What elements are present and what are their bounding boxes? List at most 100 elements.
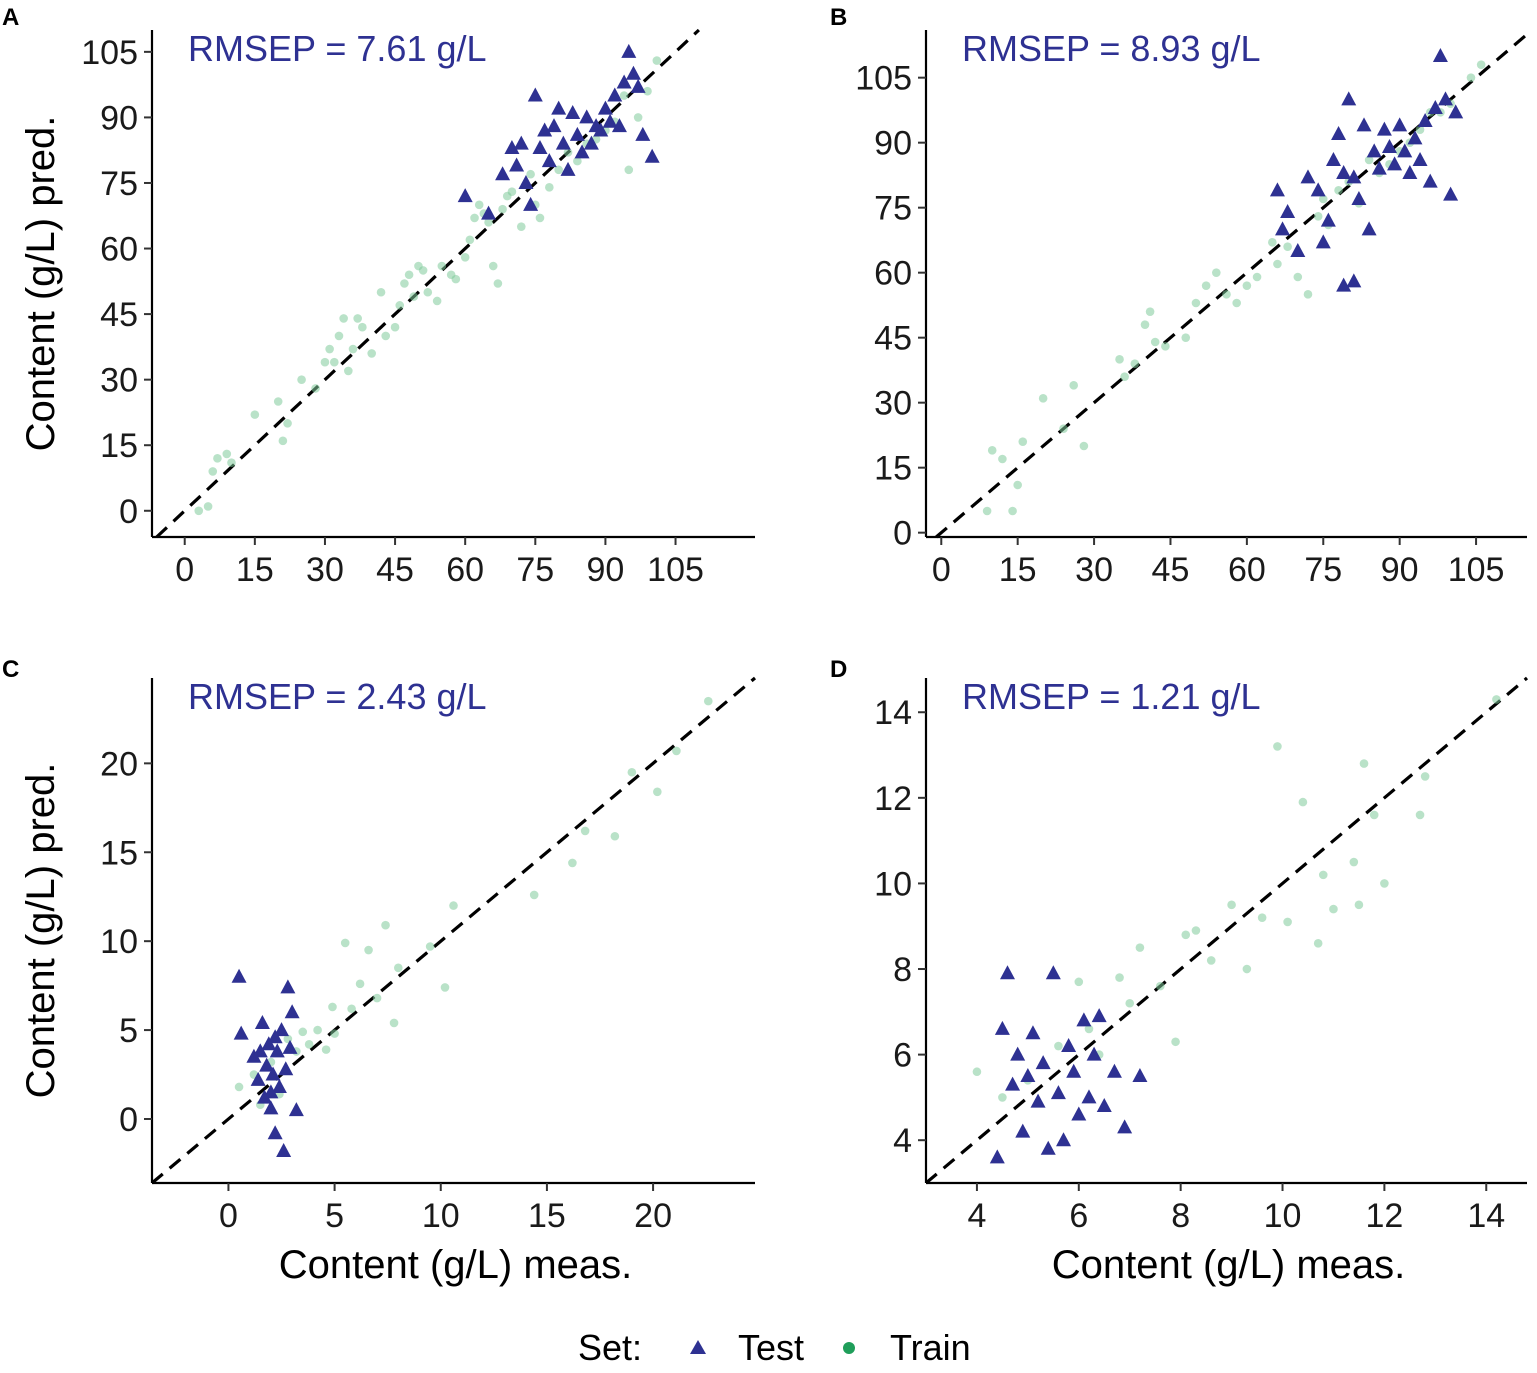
panel-a-x-tick-label: 75 xyxy=(516,551,554,589)
panel-b-train-point xyxy=(1201,281,1211,290)
panel-c-x-tick-label: 0 xyxy=(219,1197,238,1235)
panel-a-train-point xyxy=(334,331,344,341)
panel-b-test-point xyxy=(1417,113,1433,127)
panel-c-train-point xyxy=(372,993,382,1003)
panel-b-letter: B xyxy=(830,4,847,31)
panel-d-test-point xyxy=(1091,1008,1107,1023)
panel-b-test-point xyxy=(1320,212,1336,227)
panel-c-y-tick-label: 5 xyxy=(119,1012,138,1050)
panel-c-y-axis-title: Content (g/L) pred. xyxy=(19,763,63,1099)
panel-b-train-point xyxy=(1476,60,1486,69)
panel-b-test-point xyxy=(1432,48,1448,62)
panel-b-test-point xyxy=(1438,91,1454,106)
panel-a-train-point xyxy=(563,148,573,157)
panel-b-y-tick-label: 0 xyxy=(893,515,912,553)
panel-a-x-tick-label: 0 xyxy=(175,551,194,589)
panel-d-train-point xyxy=(1135,943,1145,952)
panel-d-train-point xyxy=(1349,857,1359,867)
panel-c-test-point xyxy=(288,1102,304,1117)
panel-c-train-point xyxy=(330,1029,339,1038)
panel-b-train-point xyxy=(1161,342,1170,351)
panel-a-train-point xyxy=(390,322,400,332)
panel-d-test-point xyxy=(999,965,1015,980)
panel-a-test-point xyxy=(602,113,618,128)
panel-d-train-point xyxy=(1359,759,1369,768)
panel-d-train-point xyxy=(1354,900,1364,910)
panel-c-train-point xyxy=(340,938,350,948)
panel-b-train-point xyxy=(1145,307,1155,316)
panel-d-train-point xyxy=(1191,926,1201,935)
panel-d-train-point xyxy=(1181,930,1191,940)
panel-d-train-point xyxy=(1257,913,1267,922)
panel-b-test-point xyxy=(1336,165,1352,179)
panel-a-x-tick-label: 90 xyxy=(587,551,625,589)
panel-d-letter: D xyxy=(830,656,847,683)
panel-a-train-point xyxy=(358,322,367,332)
panel-a-train-point xyxy=(545,183,554,192)
panel-b-test-point xyxy=(1376,121,1392,136)
panel-c-test-point xyxy=(269,1043,285,1058)
panel-b-train-point xyxy=(1038,394,1048,403)
legend-train-marker xyxy=(843,1342,855,1354)
panel-c-test-point xyxy=(265,1066,281,1081)
panel-a-train-point xyxy=(367,349,376,358)
panel-d-test-point xyxy=(1045,965,1061,980)
panel-a-test-point xyxy=(611,118,627,133)
panel-c-train-point xyxy=(440,983,450,992)
panel-b-x-tick-label: 15 xyxy=(999,551,1037,589)
panel-b-train-point xyxy=(1079,441,1089,451)
panel-b-test-point xyxy=(1290,243,1306,257)
panel-b-train-point xyxy=(1059,424,1068,433)
panel-b-train-point xyxy=(1364,155,1374,165)
panel-d-train-point xyxy=(1415,810,1425,820)
panel-c-test-point xyxy=(263,1084,279,1099)
panel-a-y-tick-label: 45 xyxy=(100,296,138,334)
panel-a-rmsep-annotation: RMSEP = 7.61 g/L xyxy=(188,28,487,69)
panel-d-test-point xyxy=(1056,1132,1072,1147)
panel-c-test-point xyxy=(267,1029,283,1044)
panel-b-train-point xyxy=(998,454,1007,464)
panel-c-train-point xyxy=(425,942,435,951)
panel-d-train-point xyxy=(1273,742,1282,751)
panel-a-test-point xyxy=(457,188,473,203)
panel-c-test-point xyxy=(276,1142,292,1157)
panel-b-train-point xyxy=(1303,290,1313,299)
panel-d-test-point xyxy=(1086,1046,1102,1061)
panel-c-train-point xyxy=(703,696,713,706)
panel-d-train-point xyxy=(1084,1024,1094,1034)
panel-a-train-point xyxy=(437,261,447,271)
panel-c-train-point xyxy=(304,1040,314,1049)
panel-b-test-point xyxy=(1422,173,1438,188)
panel-a-train-point xyxy=(297,375,306,384)
panel-b-x-tick-label: 60 xyxy=(1228,551,1266,589)
panel-b-train-point xyxy=(982,506,992,516)
panel-c-test-point xyxy=(284,1004,300,1019)
panel-a-test-point xyxy=(523,196,539,211)
panel-a-train-point xyxy=(633,113,643,122)
panel-a-train-point xyxy=(516,222,526,231)
panel-b-train-point xyxy=(1130,359,1140,368)
panel-c-y-tick-label: 15 xyxy=(100,834,138,872)
panel-c-test-point xyxy=(280,979,296,994)
panel-b-train-point xyxy=(1242,281,1252,290)
panel-a-train-point xyxy=(404,270,414,280)
panel-b-test-point xyxy=(1387,156,1403,171)
panel-d-test-point xyxy=(1010,1046,1026,1061)
panel-a-test-point xyxy=(560,161,576,176)
panel-a-x-tick-label: 30 xyxy=(306,551,344,589)
panel-c-x-axis-title: Content (g/L) meas. xyxy=(279,1243,633,1287)
panel-a-train-point xyxy=(283,419,292,428)
panel-a-test-point xyxy=(607,87,623,102)
panel-d-y-tick-label: 6 xyxy=(893,1037,912,1075)
panel-b-train-point xyxy=(987,446,997,455)
panel-b-test-point xyxy=(1346,169,1362,184)
panel-a-test-point xyxy=(513,135,529,150)
legend-train-label: Train xyxy=(890,1327,971,1368)
panel-c-test-point xyxy=(261,1036,277,1051)
panel-a-train-point xyxy=(222,449,232,459)
panel-b: B 0 15 30 45 60 75 90 105 0 15 30 45 60 75 90 105 RMSEP … xyxy=(830,4,1529,589)
panel-b-train-point xyxy=(1222,290,1231,299)
panel-b-train-point xyxy=(1283,242,1292,251)
panel-c-test-point xyxy=(233,1025,249,1040)
panel-c-test-point xyxy=(254,1014,270,1029)
